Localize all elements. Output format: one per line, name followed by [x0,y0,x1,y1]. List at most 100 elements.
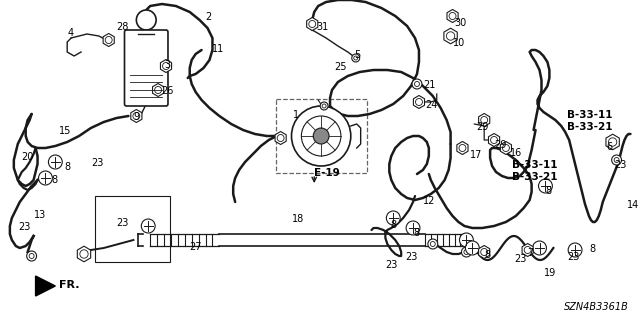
Polygon shape [522,243,533,256]
Circle shape [80,250,88,258]
Circle shape [105,36,112,43]
Polygon shape [413,95,424,108]
Text: 25: 25 [334,62,346,72]
Text: 13: 13 [33,210,46,220]
Circle shape [29,254,34,258]
Polygon shape [307,18,318,31]
Circle shape [459,145,466,152]
Text: 29: 29 [476,122,489,132]
Circle shape [538,179,552,193]
Text: 14: 14 [627,200,639,210]
Polygon shape [500,142,511,154]
Circle shape [136,10,156,30]
Circle shape [352,54,360,62]
Polygon shape [457,142,468,154]
Text: 23: 23 [18,222,30,232]
Circle shape [481,249,488,256]
Text: SZN4B3361B: SZN4B3361B [564,302,628,312]
Text: 23: 23 [385,260,397,270]
Text: 6: 6 [607,142,613,152]
Circle shape [481,116,488,123]
Text: 23: 23 [614,160,627,170]
Text: 8: 8 [545,186,552,196]
Text: 19: 19 [543,268,556,278]
Circle shape [415,81,419,86]
Circle shape [461,247,471,257]
Text: 18: 18 [291,214,304,224]
Circle shape [532,241,547,255]
Circle shape [320,102,328,110]
Polygon shape [36,276,55,296]
Circle shape [502,145,509,152]
Text: 24: 24 [425,100,437,110]
Circle shape [313,128,329,144]
Text: 27: 27 [189,242,202,252]
Text: 23: 23 [116,218,129,228]
Circle shape [406,221,420,235]
Text: 11: 11 [212,44,225,54]
Circle shape [163,63,170,70]
Text: 8: 8 [413,228,419,238]
Text: 9: 9 [133,112,140,122]
Text: 10: 10 [452,38,465,48]
Polygon shape [103,33,115,47]
Polygon shape [275,131,286,145]
Polygon shape [161,60,172,72]
Text: 8: 8 [390,220,396,230]
Circle shape [291,106,351,166]
Text: B-33-21: B-33-21 [567,122,612,132]
Text: 1: 1 [292,110,299,120]
Circle shape [322,104,326,108]
Text: 30: 30 [454,18,467,28]
Text: FR.: FR. [60,280,80,290]
Circle shape [155,86,161,93]
Text: 8: 8 [484,250,490,260]
Circle shape [277,135,284,142]
Circle shape [412,79,422,89]
Circle shape [428,239,438,249]
Polygon shape [447,10,458,23]
Circle shape [491,137,497,144]
Circle shape [387,211,400,225]
Polygon shape [131,109,142,122]
Circle shape [49,155,62,169]
Text: 7: 7 [527,248,534,258]
Circle shape [141,219,155,233]
Text: B-33-11: B-33-11 [567,110,612,120]
Text: 16: 16 [510,148,522,158]
Text: 8: 8 [589,244,595,254]
Circle shape [609,138,617,146]
Circle shape [354,56,358,60]
Circle shape [568,243,582,257]
Circle shape [460,233,474,247]
Text: 23: 23 [405,252,417,262]
Circle shape [612,155,621,165]
Text: 8: 8 [51,175,58,185]
Circle shape [464,249,469,255]
Text: B-33-11: B-33-11 [512,160,557,170]
Circle shape [465,241,479,255]
Text: 15: 15 [60,126,72,136]
Circle shape [133,113,140,120]
Polygon shape [77,246,91,262]
Text: 4: 4 [67,28,74,38]
Polygon shape [152,84,164,97]
FancyBboxPatch shape [125,30,168,106]
Circle shape [449,12,456,19]
Text: 29: 29 [494,140,506,150]
Text: 23: 23 [514,254,526,264]
Text: 8: 8 [64,162,70,172]
Circle shape [415,99,422,106]
Text: 31: 31 [316,22,328,32]
Text: 23: 23 [567,252,580,262]
Text: 20: 20 [22,152,34,162]
Text: 12: 12 [423,196,435,206]
Text: 26: 26 [161,86,173,96]
Text: 17: 17 [470,150,483,160]
Circle shape [524,247,531,254]
Polygon shape [479,246,490,258]
Text: 21: 21 [423,80,435,90]
Circle shape [430,241,435,247]
Circle shape [447,32,455,40]
Polygon shape [444,28,457,44]
